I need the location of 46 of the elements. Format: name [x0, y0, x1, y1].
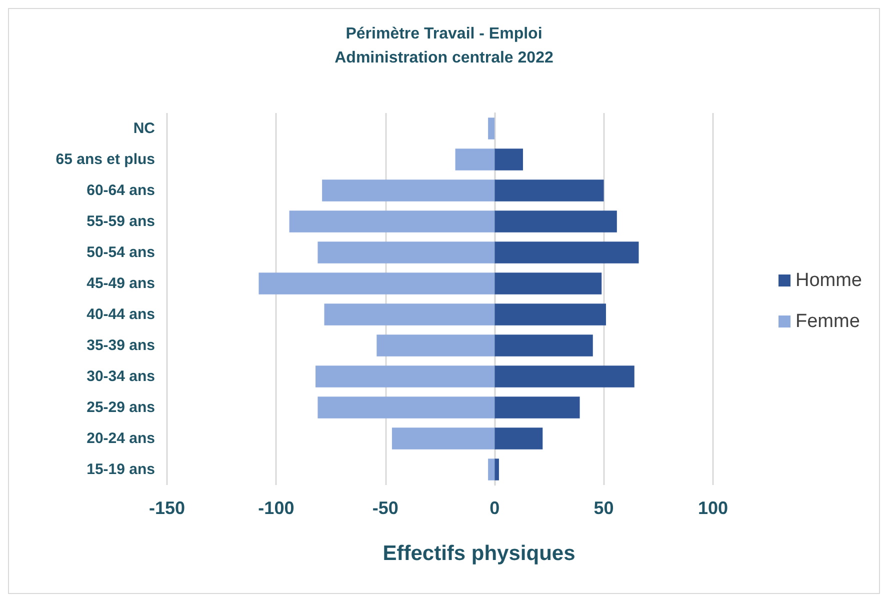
- y-tick-label: 35-39 ans: [86, 337, 155, 354]
- y-tick-label: 15-19 ans: [86, 461, 155, 478]
- bar: [494, 272, 602, 294]
- x-tick-label: 0: [490, 498, 500, 518]
- x-axis-title: Effectifs physiques: [382, 542, 576, 565]
- legend-label: Homme: [795, 270, 862, 291]
- bar: [494, 396, 580, 418]
- bar: [494, 210, 617, 232]
- y-tick-label: 25-29 ans: [86, 399, 155, 416]
- bar: [494, 180, 604, 202]
- x-tick-label: -100: [258, 498, 294, 518]
- legend-label: Femme: [795, 311, 860, 332]
- bar: [488, 118, 495, 140]
- bar: [494, 242, 639, 264]
- x-tick-label: 50: [594, 498, 614, 518]
- bar: [494, 366, 634, 388]
- chart-subtitle: Administration centrale 2022: [334, 50, 554, 66]
- y-tick-label: 20-24 ans: [86, 430, 155, 447]
- y-tick-label: 55-59 ans: [86, 213, 155, 230]
- y-tick-label: 60-64 ans: [86, 182, 155, 199]
- bar: [324, 304, 495, 326]
- bar: [455, 148, 495, 170]
- bar: [316, 366, 495, 388]
- bar: [318, 242, 495, 264]
- bar: [494, 148, 523, 170]
- y-tick-label: 65 ans et plus: [56, 151, 155, 168]
- bar: [322, 180, 495, 202]
- x-tick-label: 100: [698, 498, 728, 518]
- bar: [376, 334, 495, 356]
- x-tick-label: -150: [148, 498, 186, 518]
- x-tick-label: -50: [372, 498, 398, 518]
- bar: [494, 334, 593, 356]
- bar: [494, 304, 606, 326]
- bar: [494, 428, 543, 450]
- bar: [494, 458, 499, 480]
- bar: [318, 396, 495, 418]
- bar: [488, 458, 495, 480]
- y-tick-label: 30-34 ans: [86, 368, 155, 385]
- chart-title: Périmètre Travail - Emploi: [346, 26, 542, 42]
- y-tick-label: 45-49 ans: [86, 275, 155, 292]
- y-tick-label: NC: [133, 120, 156, 137]
- bar: [289, 210, 495, 232]
- y-tick-label: 50-54 ans: [86, 244, 155, 261]
- bar: [392, 428, 495, 450]
- y-tick-label: 40-44 ans: [86, 306, 155, 323]
- bar: [258, 272, 495, 294]
